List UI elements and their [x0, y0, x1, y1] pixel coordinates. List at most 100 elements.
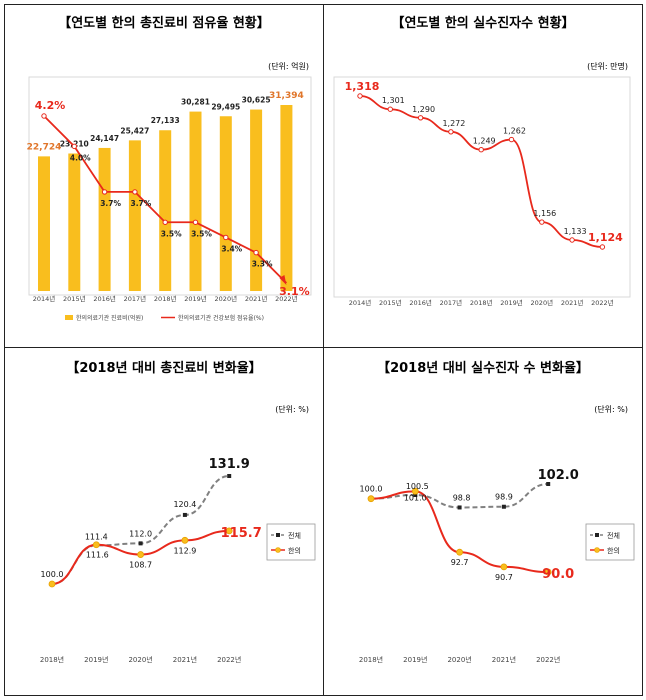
- legend-box: [585, 523, 635, 561]
- share-value-label: 3.3%: [252, 260, 273, 269]
- share-point: [253, 249, 259, 256]
- bar: [128, 140, 141, 291]
- x-tick-label: 2021년: [245, 294, 268, 303]
- total-point: [457, 505, 462, 510]
- legend-label-total: 전체: [607, 531, 620, 540]
- patients-point: [448, 129, 454, 135]
- oriental-value-label: 111.6: [86, 551, 109, 560]
- x-tick-label: 2015년: [379, 298, 402, 307]
- oriental-value-label: 115.7: [221, 526, 262, 541]
- bar: [68, 153, 81, 291]
- x-tick-label: 2019년: [500, 298, 523, 307]
- unit-label: (단위: %): [594, 404, 628, 414]
- patients-line: [359, 95, 603, 248]
- share-value-label: 3.4%: [221, 244, 242, 253]
- x-tick-label: 2017년: [440, 298, 463, 307]
- patients-value-label: 1,124: [588, 231, 623, 244]
- patients-point: [387, 106, 394, 112]
- oriental-value-label: 90.7: [495, 573, 513, 582]
- x-tick-label: 2020년: [447, 655, 471, 664]
- total-point: [227, 474, 232, 478]
- patients-point: [357, 93, 363, 99]
- x-tick-label: 2019년: [84, 655, 108, 664]
- chart-cost-change: 【2018년 대비 총진료비 변화율】 (단위: %) 111.4 112.0 120.…: [40, 360, 316, 664]
- total-point: [546, 482, 551, 486]
- legend-label-bar: 한의의료기관 진료비(억원): [76, 314, 143, 322]
- chart-patient-change: 【2018년 대비 실수진자 수 변화율】 (단위: %) 100.5 98.8 98.…: [359, 360, 635, 664]
- bar: [280, 105, 293, 291]
- patients-value-label: 1,290: [412, 105, 435, 114]
- x-tick-label: 2022년: [591, 298, 614, 307]
- x-tick-label: 2014년: [33, 294, 56, 303]
- share-point: [132, 189, 138, 195]
- share-value-label: 3.7%: [130, 199, 151, 208]
- bar: [189, 111, 202, 291]
- oriental-point: [137, 551, 145, 558]
- x-tick-label: 2020년: [215, 294, 238, 303]
- panel-title: 【연도별 한의 실수진자수 현황】: [391, 15, 574, 31]
- x-tick-label: 2022년: [536, 655, 560, 664]
- patients-point: [599, 244, 606, 250]
- patients-value-label: 1,301: [382, 96, 405, 105]
- patients-point: [569, 237, 575, 243]
- x-tick-label: 2018년: [154, 294, 177, 303]
- bar-value-label: 25,427: [120, 126, 149, 135]
- patients-value-label: 1,262: [503, 127, 526, 136]
- bar-value-label: 22,724: [27, 142, 62, 152]
- legend-marker-oriental: [275, 547, 281, 553]
- share-value-label: 4.2%: [35, 99, 66, 112]
- legend-marker-total: [595, 533, 599, 537]
- patients-point: [417, 115, 424, 121]
- panel-title: 【2018년 대비 실수진자 수 변화율】: [377, 360, 589, 376]
- total-point: [413, 493, 418, 497]
- x-tick-label: 2016년: [409, 298, 432, 307]
- legend-label-oriental: 한의: [607, 546, 620, 555]
- bar-value-label: 31,394: [269, 91, 304, 101]
- total-value-label: 120.4: [173, 500, 196, 509]
- share-value-label: 3.7%: [100, 199, 121, 208]
- bar: [38, 156, 50, 291]
- share-value-label: 4.0%: [70, 153, 91, 162]
- x-tick-label: 2021년: [561, 298, 584, 307]
- oriental-point: [48, 580, 56, 588]
- bar: [219, 116, 232, 291]
- patients-value-label: 1,156: [533, 209, 556, 218]
- x-tick-label: 2015년: [63, 294, 86, 303]
- arrowhead: [279, 275, 287, 285]
- x-tick-label: 2019년: [403, 655, 427, 664]
- oriental-point: [500, 563, 508, 571]
- share-point: [101, 189, 108, 195]
- plot-frame: [333, 76, 631, 298]
- legend-label-total: 전체: [288, 531, 301, 540]
- oriental-point: [225, 527, 233, 535]
- x-tick-label: 2020년: [531, 298, 554, 307]
- share-value-label: 3.5%: [191, 229, 212, 238]
- oriental-point: [92, 541, 100, 549]
- patients-value-label: 1,318: [345, 80, 380, 93]
- bar: [250, 109, 263, 291]
- patients-value-label: 1,272: [442, 119, 465, 128]
- patients-value-label: 1,249: [473, 137, 496, 146]
- x-tick-label: 2014년: [349, 298, 372, 307]
- bar-value-label: 29,495: [211, 102, 240, 111]
- total-point: [501, 504, 506, 509]
- total-value-label: 100.5: [406, 482, 429, 491]
- panel-title: 【연도별 한의 총진료비 점유율 현황】: [58, 15, 270, 31]
- plot-frame: [28, 76, 312, 296]
- patients-point: [478, 147, 484, 153]
- oriental-value-label: 100.0: [41, 570, 64, 579]
- oriental-value-label: 108.7: [129, 561, 152, 570]
- x-tick-label: 2018년: [40, 655, 64, 664]
- total-value-label: 102.0: [538, 468, 579, 483]
- x-tick-label: 2022년: [217, 655, 241, 664]
- bar-value-label: 30,281: [181, 98, 210, 107]
- total-point: [138, 541, 143, 546]
- x-tick-label: 2022년: [275, 294, 298, 303]
- x-tick-label: 2019년: [184, 294, 207, 303]
- x-tick-label: 2020년: [128, 655, 152, 664]
- total-value-label: 112.0: [129, 529, 152, 538]
- oriental-value-label: 100.0: [360, 485, 383, 494]
- unit-label: (단위: 억원): [268, 61, 309, 71]
